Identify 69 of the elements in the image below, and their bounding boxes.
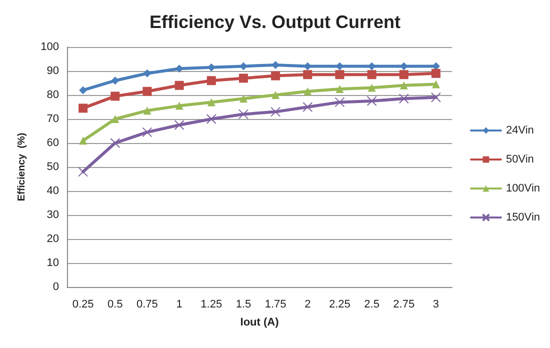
point: [206, 114, 216, 124]
x-tick-label: 2: [304, 298, 311, 310]
legend-label: 100Vin: [506, 182, 540, 194]
x-axis-title: Iout (A): [240, 316, 280, 328]
point: [142, 127, 152, 138]
chart-title: Efficiency Vs. Output Current: [149, 12, 401, 32]
point: [366, 96, 377, 106]
y-tick-label: 90: [46, 65, 59, 77]
point: [336, 85, 344, 93]
y-tick-label: 30: [46, 209, 59, 221]
x-tick-label: 1.25: [200, 298, 222, 310]
x-tick-label: 1.5: [236, 298, 252, 310]
point: [111, 115, 120, 123]
y-tick-label: 20: [46, 233, 59, 245]
point: [207, 98, 216, 106]
point: [174, 80, 184, 90]
x-tick-label: 1.75: [264, 298, 286, 310]
point: [206, 76, 216, 86]
point: [431, 68, 440, 78]
x-tick-label: 1: [176, 298, 182, 310]
x-tick-label: 2.5: [364, 298, 380, 310]
point: [110, 92, 120, 101]
point: [174, 120, 184, 130]
y-tick-label: 40: [46, 185, 59, 197]
x-tick-label: 0.75: [136, 298, 158, 310]
legend-label: 50Vin: [506, 154, 534, 166]
point: [142, 86, 152, 96]
x-tick-label: 0.5: [107, 298, 123, 310]
point: [399, 70, 408, 80]
point: [79, 86, 88, 94]
point: [271, 71, 280, 80]
point: [78, 104, 88, 113]
point: [302, 102, 313, 112]
legend-label: 24Vin: [506, 124, 534, 136]
point: [432, 80, 440, 88]
y-tick-label: 60: [46, 137, 59, 149]
point: [78, 166, 88, 177]
x-tick-label: 2.75: [393, 298, 415, 310]
point: [239, 94, 248, 103]
x-tick-label: 0.25: [72, 298, 94, 310]
y-axis-title: Efficiency (%): [16, 132, 28, 202]
point: [272, 91, 280, 99]
point: [367, 70, 376, 80]
legend-label: 150Vin: [506, 212, 540, 224]
point: [111, 76, 120, 85]
point: [175, 102, 184, 110]
point: [79, 136, 88, 145]
point: [110, 138, 120, 148]
point: [304, 87, 312, 96]
y-tick-label: 0: [52, 281, 59, 293]
point: [238, 109, 248, 120]
point: [143, 106, 152, 115]
y-tick-label: 100: [40, 41, 59, 53]
point: [400, 81, 408, 90]
y-tick-label: 80: [46, 89, 59, 101]
point: [334, 97, 345, 108]
point: [270, 106, 281, 117]
x-tick-label: 3: [432, 298, 440, 310]
y-tick-label: 10: [46, 257, 59, 269]
point: [398, 94, 409, 104]
point: [430, 92, 441, 102]
point: [368, 84, 376, 92]
point: [303, 70, 312, 80]
point: [143, 69, 152, 78]
point: [335, 70, 344, 80]
y-tick-label: 50: [46, 161, 59, 173]
y-tick-label: 70: [46, 113, 59, 125]
x-tick-label: 2.25: [328, 298, 350, 310]
point: [238, 74, 248, 83]
